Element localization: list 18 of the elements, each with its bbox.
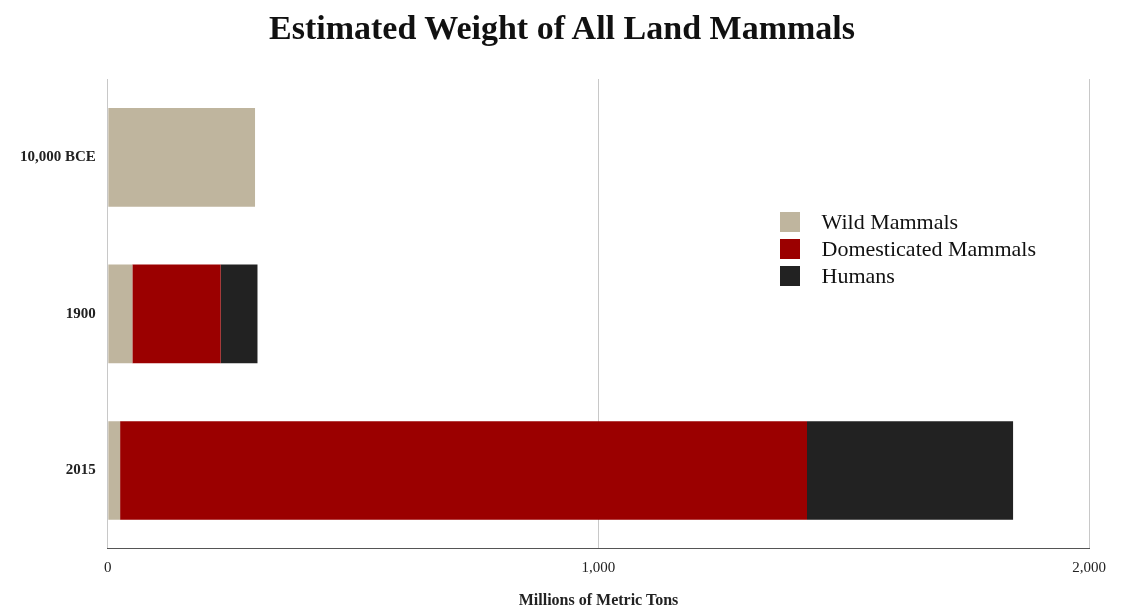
x-axis-title: Millions of Metric Tons — [518, 590, 679, 608]
x-tick-label: 2,000 — [1072, 558, 1106, 575]
legend-label: Wild Mammals — [821, 208, 959, 235]
y-tick-label: 1900 — [65, 304, 96, 321]
bar — [807, 421, 1014, 520]
y-tick-label: 10,000 BCE — [20, 148, 96, 165]
x-tick-label: 0 — [104, 558, 112, 575]
legend-label: Domesticated Mammals — [821, 235, 1036, 262]
chart-title: Estimated Weight of All Land Mammals — [268, 8, 856, 48]
bar — [132, 264, 221, 364]
bar — [108, 264, 133, 364]
y-tick-label: 2015 — [65, 461, 96, 478]
bar — [108, 107, 256, 207]
bar — [108, 421, 121, 520]
bar — [120, 421, 808, 520]
bar — [220, 264, 258, 364]
x-tick-label: 1,000 — [581, 558, 616, 575]
legend-label: Humans — [821, 262, 895, 289]
